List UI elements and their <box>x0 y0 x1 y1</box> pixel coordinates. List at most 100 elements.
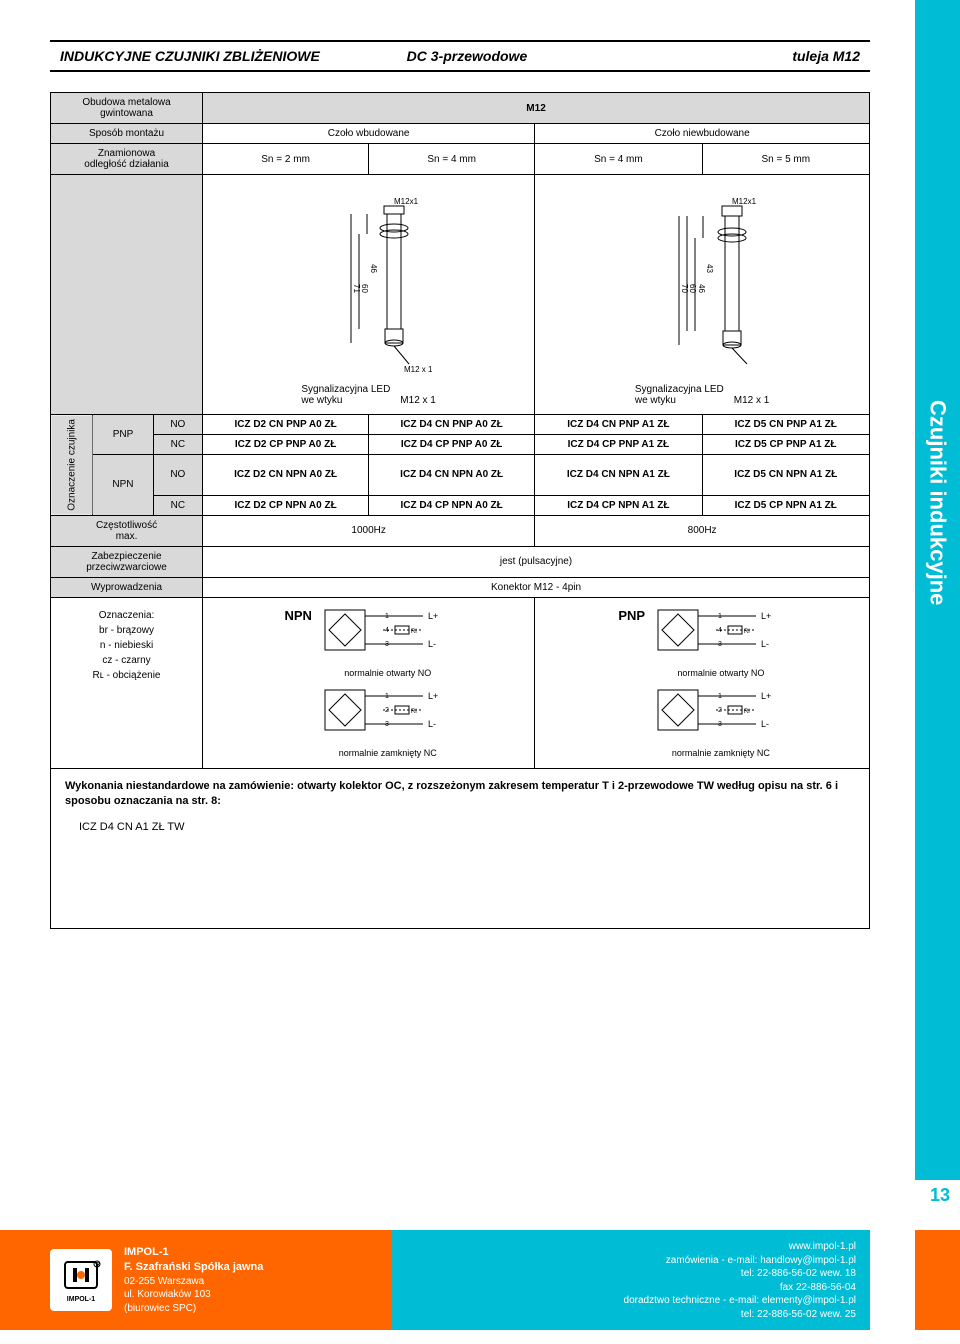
datasheet-table: Obudowa metalowa gwintowana M12 Sposób m… <box>50 92 870 929</box>
svg-text:Rl: Rl <box>411 709 417 715</box>
model-r3c1: ICZ D2 CN NPN A0 ZŁ <box>203 455 369 496</box>
housing-value: M12 <box>203 93 870 124</box>
svg-text:2: 2 <box>718 707 722 714</box>
model-r2c3: ICZ D4 CP PNP A1 ZŁ <box>535 435 702 455</box>
oznaczenia-line-3: Rʟ - obciążenie <box>61 668 192 683</box>
sn-1: Sn = 2 mm <box>203 144 369 175</box>
connector-row-value: Konektor M12 - 4pin <box>203 577 870 597</box>
out-no-2: NO <box>153 455 202 496</box>
page-footer: R IMPOL-1 IMPOL-1 F. Szafrański Spółka j… <box>0 1230 870 1330</box>
model-r4c2: ICZ D4 CP NPN A0 ZŁ <box>369 495 535 515</box>
svg-text:1: 1 <box>385 613 389 620</box>
svg-text:70: 70 <box>680 284 689 293</box>
page-number: 13 <box>930 1185 950 1206</box>
pnp-nc-caption: normalnie zamknięty NC <box>656 748 786 758</box>
company-logo: R IMPOL-1 <box>50 1249 112 1311</box>
model-r3c4: ICZ D5 CN NPN A1 ZŁ <box>702 455 869 496</box>
svg-text:Rl: Rl <box>411 629 417 635</box>
svg-text:1: 1 <box>718 613 722 620</box>
oznaczenia-line-1: n - niebieski <box>61 638 192 653</box>
svg-text:L-: L- <box>428 719 436 729</box>
svg-text:1: 1 <box>385 693 389 700</box>
circuit-pnp-cell: PNP 1 4 3 Rl L+ L- <box>535 597 870 768</box>
note-bold: Wykonania niestandardowe na zamówienie: … <box>65 779 855 810</box>
svg-text:2: 2 <box>385 707 389 714</box>
svg-text:L-: L- <box>761 639 769 649</box>
svg-text:3: 3 <box>718 721 722 728</box>
sn-2: Sn = 4 mm <box>369 144 535 175</box>
oznaczenia-title: Oznaczenia: <box>61 608 192 623</box>
svg-text:43: 43 <box>705 264 714 273</box>
model-r1c4: ICZ D5 CN PNP A1 ZŁ <box>702 415 869 435</box>
mounting-builtin: Czoło wbudowane <box>203 124 535 144</box>
svg-text:46: 46 <box>697 284 706 293</box>
svg-text:L+: L+ <box>761 611 771 621</box>
connector-row-label: Wyprowadzenia <box>51 577 203 597</box>
svg-text:3: 3 <box>385 641 389 648</box>
sensor-diagram-left: M12x1 46 60 71 M12 x 1 <box>203 175 535 415</box>
footer-web: www.impol-1.pl <box>406 1240 857 1254</box>
freq-label: Częstotliwość max. <box>51 515 203 546</box>
header-title-2: DC 3-przewodowe <box>407 48 674 64</box>
sn-3: Sn = 4 mm <box>535 144 702 175</box>
svg-text:R: R <box>96 1262 100 1268</box>
company-name: IMPOL-1 <box>124 1245 263 1260</box>
svg-text:71: 71 <box>352 284 361 293</box>
company-addr-1: 02-255 Warszawa <box>124 1275 263 1289</box>
footer-fax: fax 22-886-56-04 <box>406 1281 857 1295</box>
model-r3c3: ICZ D4 CN NPN A1 ZŁ <box>535 455 702 496</box>
connector-label-right: M12 x 1 <box>734 395 770 406</box>
model-r1c2: ICZ D4 CN PNP A0 ZŁ <box>369 415 535 435</box>
sensor-diagram-right: M12x1 43 46 60 70 <box>535 175 870 415</box>
mounting-notbuiltin: Czoło niewbudowane <box>535 124 870 144</box>
connector-label-left: M12 x 1 <box>400 395 436 406</box>
freq-2: 800Hz <box>535 515 870 546</box>
led-label-right: Sygnalizacyjna LED we wtyku <box>635 384 724 406</box>
svg-text:M12x1: M12x1 <box>394 197 419 206</box>
side-tab: Czujniki indukcyjne <box>915 0 960 1180</box>
svg-text:L+: L+ <box>428 691 438 701</box>
footer-orange-bar <box>915 1230 960 1330</box>
svg-text:L+: L+ <box>428 611 438 621</box>
model-r3c2: ICZ D4 CN NPN A0 ZŁ <box>369 455 535 496</box>
svg-text:3: 3 <box>385 721 389 728</box>
led-label-left: Sygnalizacyjna LED we wtyku <box>301 384 390 406</box>
model-r4c3: ICZ D4 CP NPN A1 ZŁ <box>535 495 702 515</box>
footer-tech: doradztwo techniczne - e-mail: elementy@… <box>406 1294 857 1308</box>
mounting-label: Sposób montażu <box>51 124 203 144</box>
svg-text:L-: L- <box>761 719 769 729</box>
out-nc-1: NC <box>153 435 202 455</box>
footer-tel1: tel: 22-886-56-02 wew. 18 <box>406 1267 857 1281</box>
svg-text:M12x1: M12x1 <box>732 197 757 206</box>
model-r2c2: ICZ D4 CP PNP A0 ZŁ <box>369 435 535 455</box>
svg-text:L+: L+ <box>761 691 771 701</box>
oznaczenia-block: Oznaczenia: br - brązowy n - niebieski c… <box>51 597 203 768</box>
company-name-2: F. Szafrański Spółka jawna <box>124 1260 263 1275</box>
npn-no-caption: normalnie otwarty NO <box>323 668 453 678</box>
note-example: ICZ D4 CN A1 ZŁ TW <box>79 820 855 835</box>
svg-text:1: 1 <box>718 693 722 700</box>
out-nc-2: NC <box>153 495 202 515</box>
npn-nc-caption: normalnie zamknięty NC <box>323 748 453 758</box>
model-r4c1: ICZ D2 CP NPN A0 ZŁ <box>203 495 369 515</box>
svg-text:L-: L- <box>428 639 436 649</box>
svg-text:M12 x 1: M12 x 1 <box>404 365 433 374</box>
footer-order: zamówienia - e-mail: handlowy@impol-1.pl <box>406 1254 857 1268</box>
svg-text:4: 4 <box>385 627 389 634</box>
model-r2c4: ICZ D5 CP PNP A1 ZŁ <box>702 435 869 455</box>
footer-tel2: tel: 22-886-56-02 wew. 25 <box>406 1308 857 1322</box>
model-r1c1: ICZ D2 CN PNP A0 ZŁ <box>203 415 369 435</box>
npn-label: NPN <box>285 608 312 623</box>
header-title-3: tuleja M12 <box>673 48 860 64</box>
svg-text:4: 4 <box>718 627 722 634</box>
svg-text:3: 3 <box>718 641 722 648</box>
freq-1: 1000Hz <box>203 515 535 546</box>
model-r1c3: ICZ D4 CN PNP A1 ZŁ <box>535 415 702 435</box>
company-addr-2: ul. Korowiaków 103 <box>124 1288 263 1302</box>
circuit-npn-cell: NPN 1 4 3 Rl L+ L- <box>203 597 535 768</box>
page-header: INDUKCYJNE CZUJNIKI ZBLIŻENIOWE DC 3-prz… <box>50 40 870 72</box>
out-no-1: NO <box>153 415 202 435</box>
model-r2c1: ICZ D2 CP PNP A0 ZŁ <box>203 435 369 455</box>
svg-text:Rl: Rl <box>744 709 750 715</box>
housing-label: Obudowa metalowa gwintowana <box>51 93 203 124</box>
